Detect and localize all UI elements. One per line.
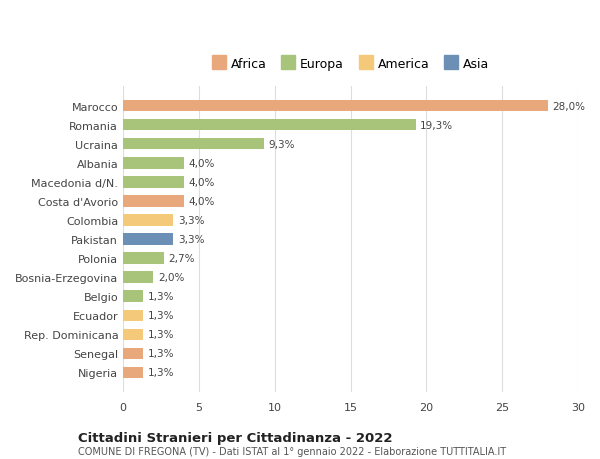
Text: 4,0%: 4,0%	[188, 158, 215, 168]
Bar	[123, 139, 264, 150]
Text: 1,3%: 1,3%	[148, 330, 174, 340]
Text: 3,3%: 3,3%	[178, 235, 204, 245]
Text: 1,3%: 1,3%	[148, 291, 174, 302]
Text: 1,3%: 1,3%	[148, 368, 174, 378]
Text: 9,3%: 9,3%	[269, 140, 295, 150]
Bar	[123, 367, 143, 378]
Bar	[123, 348, 143, 359]
Bar	[123, 329, 143, 340]
Text: 2,7%: 2,7%	[169, 253, 195, 263]
Bar	[123, 120, 416, 131]
Text: 1,3%: 1,3%	[148, 349, 174, 358]
Text: 28,0%: 28,0%	[552, 101, 585, 112]
Bar	[123, 177, 184, 188]
Bar	[123, 310, 143, 321]
Bar	[123, 272, 154, 283]
Bar	[123, 101, 548, 112]
Text: 3,3%: 3,3%	[178, 216, 204, 225]
Bar	[123, 291, 143, 302]
Text: 2,0%: 2,0%	[158, 273, 184, 283]
Text: 1,3%: 1,3%	[148, 311, 174, 320]
Bar	[123, 215, 173, 226]
Bar	[123, 196, 184, 207]
Bar	[123, 253, 164, 264]
Bar	[123, 158, 184, 169]
Text: Cittadini Stranieri per Cittadinanza - 2022: Cittadini Stranieri per Cittadinanza - 2…	[78, 431, 392, 444]
Legend: Africa, Europa, America, Asia: Africa, Europa, America, Asia	[206, 53, 494, 76]
Text: 19,3%: 19,3%	[421, 120, 454, 130]
Text: 4,0%: 4,0%	[188, 178, 215, 187]
Text: 4,0%: 4,0%	[188, 196, 215, 207]
Text: COMUNE DI FREGONA (TV) - Dati ISTAT al 1° gennaio 2022 - Elaborazione TUTTITALIA: COMUNE DI FREGONA (TV) - Dati ISTAT al 1…	[78, 447, 506, 456]
Bar	[123, 234, 173, 245]
